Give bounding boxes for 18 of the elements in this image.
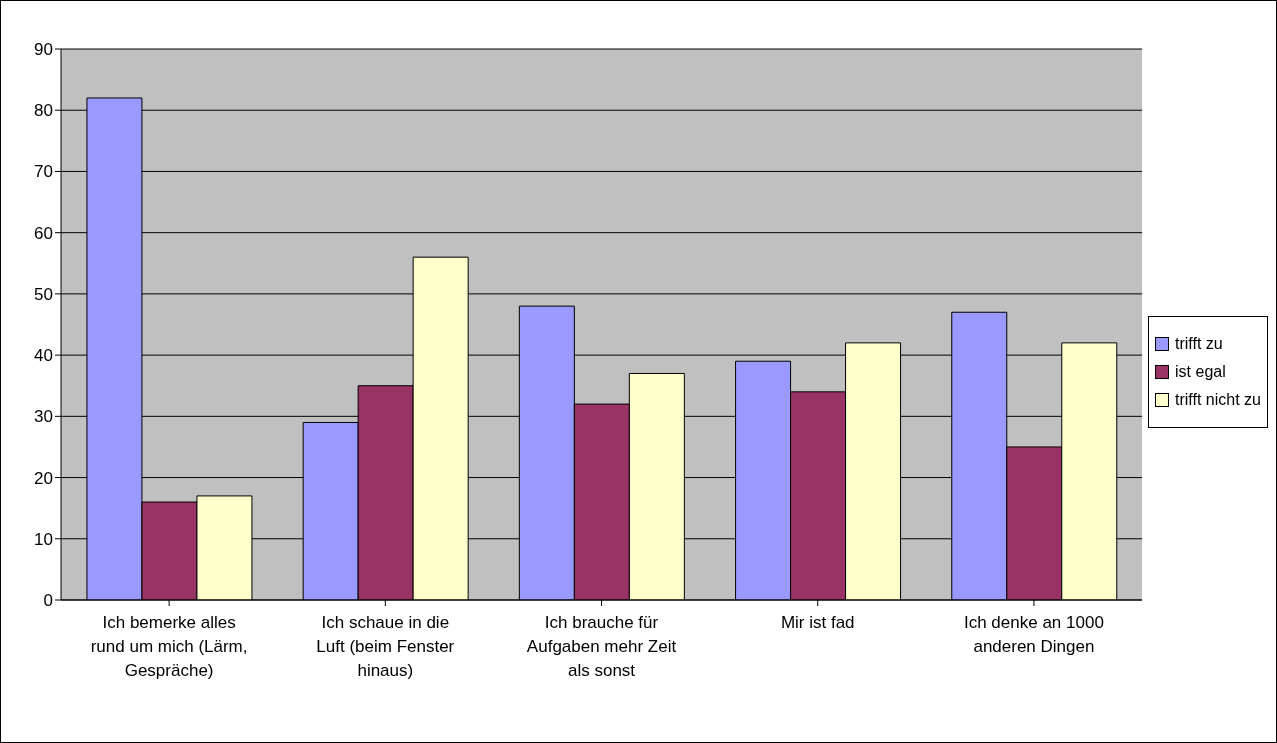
y-tick-label: 0 [43, 591, 53, 611]
y-tick-label: 80 [34, 101, 53, 121]
legend-label: trifft zu [1175, 334, 1223, 353]
y-tick-label: 10 [34, 529, 53, 549]
y-tick-label: 40 [34, 346, 53, 366]
x-tick-label: Ich bemerke alles rund um mich (Lärm, Gespräche) [90, 613, 248, 680]
x-tick-label: Ich denke an 1000 anderen Dingen [963, 613, 1104, 656]
y-tick-label: 50 [34, 284, 53, 304]
x-tick-label: Mir ist fad [780, 613, 855, 632]
x-tick-label: Ich brauche für Aufgaben mehr Zeit als sonst [526, 613, 677, 680]
y-tick-label: 20 [34, 468, 53, 488]
y-tick-label: 70 [34, 162, 53, 182]
y-tick-label: 60 [34, 223, 53, 243]
legend-label: ist egal [1175, 362, 1226, 381]
y-tick-label: 30 [34, 407, 53, 427]
x-tick-label: Ich schaue in die Luft (beim Fenster hinaus) [316, 613, 455, 680]
y-tick-label: 90 [34, 40, 53, 60]
legend-label: trifft nicht zu [1175, 390, 1261, 409]
